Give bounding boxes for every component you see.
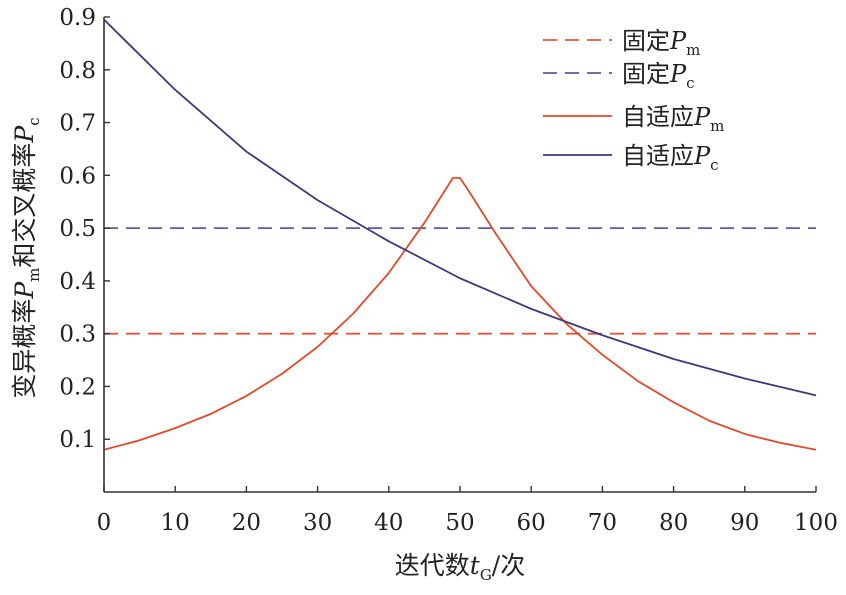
x-tick-label: 70 xyxy=(588,510,617,536)
plot-lines xyxy=(103,18,817,451)
y-tick-label: 0.5 xyxy=(59,216,96,242)
x-axis-title: 迭代数tG/次 xyxy=(395,551,525,584)
series-line-2 xyxy=(103,177,817,451)
x-tick-label: 40 xyxy=(374,510,403,536)
legend-label-2: 自适应Pm xyxy=(622,103,724,135)
y-tick-label: 0.6 xyxy=(59,163,96,189)
y-tick-label: 0.1 xyxy=(59,427,96,453)
x-tick-label: 50 xyxy=(445,510,474,536)
x-tick-label: 30 xyxy=(303,510,332,536)
legend-label-1: 固定Pc xyxy=(622,60,695,92)
y-tick-label: 0.3 xyxy=(59,322,96,348)
x-tick-label: 10 xyxy=(161,510,190,536)
x-tick-label: 60 xyxy=(517,510,546,536)
series-line-3 xyxy=(103,18,817,397)
y-axis-title: 变异概率Pm和交叉概率Pc xyxy=(10,117,43,398)
y-tick-label: 0.2 xyxy=(59,374,96,400)
x-tick-label: 20 xyxy=(232,510,261,536)
y-tick-label: 0.8 xyxy=(59,58,96,84)
x-tick-label: 0 xyxy=(97,510,112,536)
ticks: 0 10 20 30 40 50 60 70 80 90 100 0.1 0.2 0.3 0.4 0.5 0.6… xyxy=(59,5,838,536)
legend-label-3: 自适应Pc xyxy=(622,142,719,174)
y-tick-label: 0.4 xyxy=(59,269,96,295)
x-tick-label: 90 xyxy=(730,510,759,536)
x-tick-label: 80 xyxy=(659,510,688,536)
x-tick-label: 100 xyxy=(794,510,838,536)
legend-label-0: 固定Pm xyxy=(622,27,700,59)
y-tick-label: 0.7 xyxy=(59,111,96,137)
y-tick-label: 0.9 xyxy=(59,5,96,31)
